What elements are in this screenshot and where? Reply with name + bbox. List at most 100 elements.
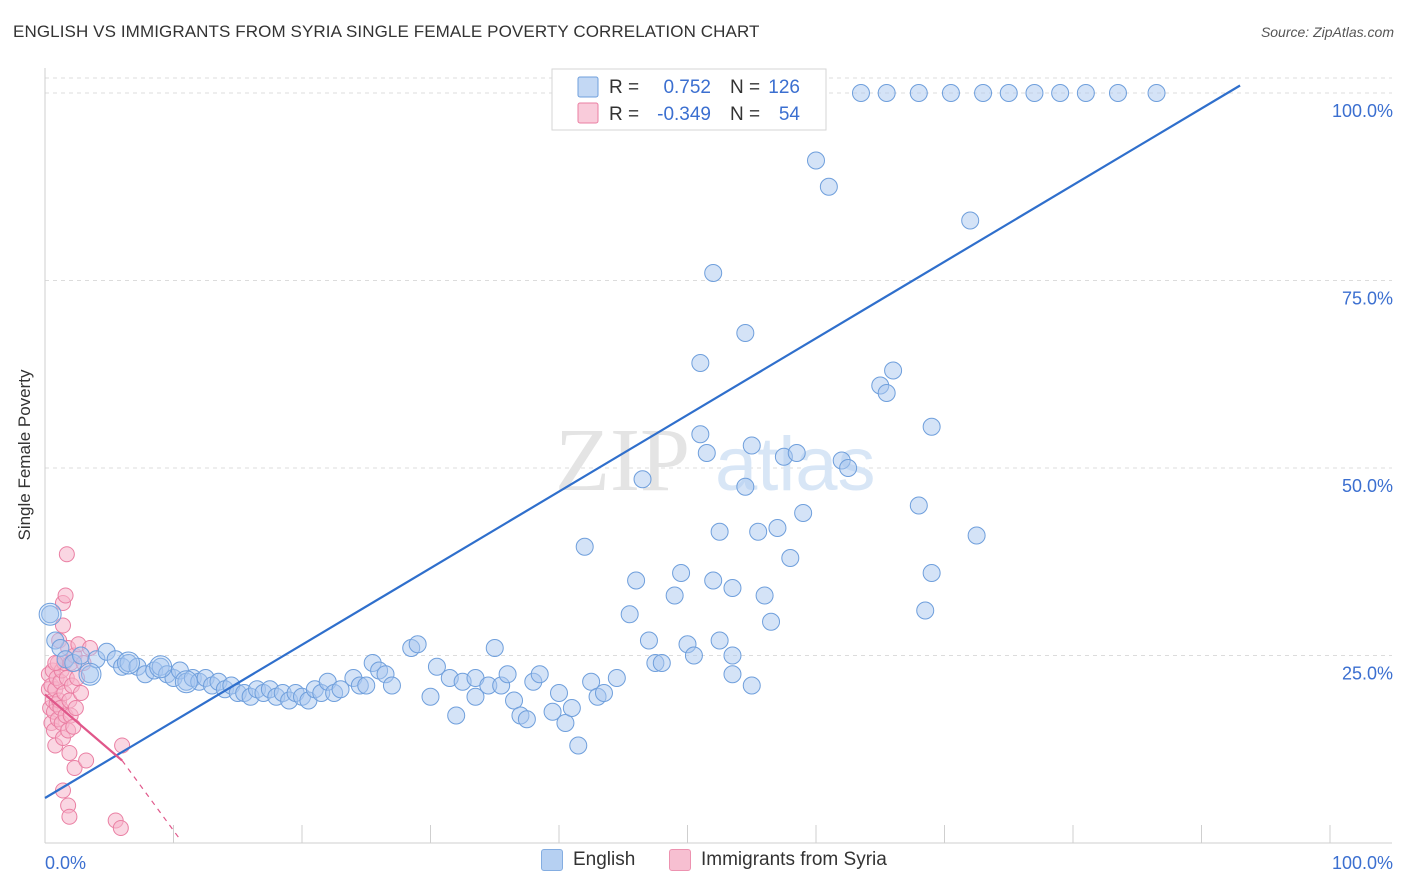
x-tick-label: 100.0% — [1332, 853, 1393, 873]
english-point — [485, 639, 504, 657]
legend-item-english[interactable]: English — [541, 849, 635, 871]
english-point — [781, 549, 800, 567]
english-point — [498, 665, 517, 684]
english-point — [710, 631, 729, 650]
english-point — [421, 687, 440, 706]
english-point — [1025, 84, 1044, 102]
english-point — [877, 384, 896, 402]
english-points — [38, 84, 1166, 755]
english-point — [582, 672, 601, 691]
english-point — [1108, 84, 1127, 102]
legend-syria-label: Immigrants from Syria — [701, 849, 887, 870]
legend-syria-swatch-bottom — [669, 849, 691, 871]
english-point — [749, 522, 768, 541]
legend-syria-r-label: R = — [609, 104, 639, 125]
y-tick-label: 50.0% — [1342, 476, 1393, 496]
english-point — [922, 417, 941, 436]
syria-trend-extension — [121, 760, 181, 840]
english-point — [41, 605, 60, 624]
legend-english-swatch — [577, 76, 599, 98]
english-point — [382, 676, 401, 695]
legend-syria-r-value: -0.349 — [657, 104, 711, 125]
legend-english-swatch-bottom — [541, 849, 563, 871]
english-point — [594, 684, 613, 702]
english-point — [556, 714, 575, 732]
english-point — [569, 736, 588, 755]
english-point — [704, 571, 723, 590]
english-point — [665, 586, 684, 605]
syria-point — [66, 760, 83, 776]
syria-point — [114, 737, 131, 754]
english-point — [38, 602, 62, 626]
english-point — [71, 646, 90, 665]
syria-point — [67, 700, 84, 716]
english-point — [652, 654, 671, 672]
chart-source: Source: ZipAtlas.com — [1260, 24, 1394, 40]
english-point — [174, 670, 198, 694]
english-point — [787, 444, 806, 462]
english-point — [1051, 84, 1070, 102]
english-trend-line — [44, 84, 1241, 799]
syria-point — [54, 617, 71, 634]
english-point — [742, 676, 761, 695]
syria-point — [61, 808, 78, 825]
y-tick-label: 100.0% — [1332, 101, 1393, 121]
english-point — [794, 504, 813, 522]
english-point — [550, 684, 568, 702]
english-point — [633, 470, 652, 489]
watermark: ZIP atlas — [555, 411, 876, 510]
english-point — [691, 425, 710, 444]
english-point — [447, 706, 466, 725]
english-point — [768, 519, 787, 537]
legend-syria-swatch — [577, 102, 599, 124]
english-point — [672, 564, 691, 582]
legend-english-label: English — [573, 849, 636, 870]
legend-english-n-value: 126 — [768, 77, 800, 98]
english-point — [78, 662, 102, 686]
chart-title: ENGLISH VS IMMIGRANTS FROM SYRIA SINGLE … — [13, 22, 760, 41]
english-point — [762, 612, 781, 631]
english-point — [408, 635, 427, 654]
english-point — [331, 680, 350, 699]
english-point — [575, 537, 594, 556]
x-tick-label: 0.0% — [45, 853, 86, 873]
english-point — [723, 665, 742, 684]
axis-layer: Single Female Poverty 25.0% 50.0% 75.0% 100… — [15, 68, 1393, 873]
legend-box: R = 0.752 N = 126 R = -0.349 N = 54 — [551, 68, 827, 131]
syria-point — [72, 685, 89, 701]
syria-point — [57, 587, 74, 604]
english-point — [909, 496, 928, 515]
y-axis-label: Single Female Poverty — [15, 369, 34, 541]
english-point — [639, 631, 658, 650]
legend-english-r-value: 0.752 — [663, 77, 711, 98]
english-point — [736, 477, 755, 496]
syria-point — [58, 546, 75, 563]
english-point — [967, 526, 986, 545]
english-point — [607, 669, 626, 687]
english-point — [530, 665, 549, 684]
english-point — [961, 211, 980, 230]
english-point — [1076, 84, 1095, 102]
y-tick-label: 25.0% — [1342, 664, 1393, 684]
legend-english-n-label: N = — [730, 77, 760, 98]
english-point — [916, 601, 935, 620]
syria-trend-line — [44, 693, 123, 762]
english-point — [691, 354, 710, 372]
legend-item-syria[interactable]: Immigrants from Syria — [669, 849, 887, 871]
syria-point — [65, 718, 82, 735]
english-point — [357, 676, 376, 695]
english-point — [723, 646, 742, 665]
english-point — [839, 459, 858, 477]
english-point — [697, 444, 716, 462]
english-point — [505, 691, 524, 710]
syria-point — [78, 752, 95, 769]
english-point — [710, 522, 729, 541]
english-point — [80, 665, 99, 684]
english-point — [819, 177, 838, 196]
english-point — [851, 84, 870, 102]
english-point — [620, 605, 639, 624]
syria-point — [112, 820, 129, 836]
legend-syria-n-label: N = — [730, 104, 760, 125]
english-point — [884, 361, 903, 380]
